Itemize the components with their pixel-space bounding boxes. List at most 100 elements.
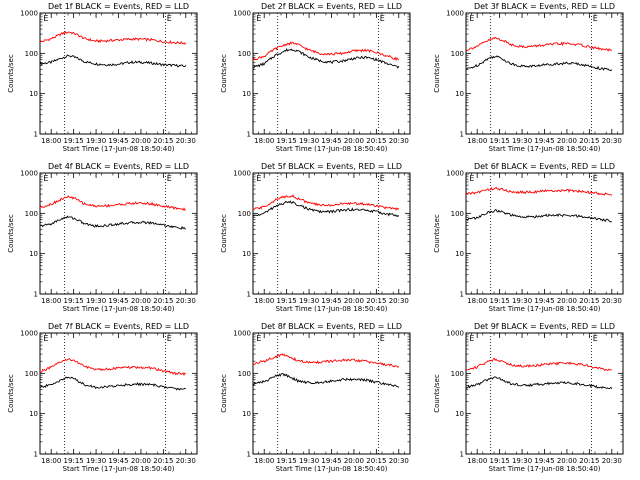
x-tick-label: 19:30 [86,457,106,465]
plot-frame [252,332,411,455]
interval-marker-label: E [167,14,172,23]
detector-panel: Det 6f BLACK = Events, RED = LLD 1 10 100 10… [433,162,624,313]
detector-panel: Det 4f BLACK = Events, RED = LLD 1 10 100 10… [7,162,198,313]
y-tick-label: 1000 [446,10,464,18]
x-tick-label: 20:30 [602,297,622,305]
y-tick-label: 100 [25,370,38,378]
x-tick-label: 19:30 [512,297,532,305]
detector-panel: Det 5f BLACK = Events, RED = LLD 1 10 100 10… [220,162,411,313]
detector-panel: Det 2f BLACK = Events, RED = LLD 1 10 100 10… [220,2,411,153]
plot-frame [252,172,411,295]
y-tick-label: 1000 [20,170,38,178]
x-tick-label: 18:00 [41,297,61,305]
x-tick-label: 20:15 [153,457,173,465]
panel-title: Det 9f BLACK = Events, RED = LLD [474,322,615,331]
x-tick-label: 20:30 [389,457,409,465]
x-tick-label: 19:30 [86,297,106,305]
x-tick-label: 18:00 [467,137,487,145]
y-axis-label: Counts/sec [7,374,15,413]
interval-marker-label: E [43,174,48,183]
lld-series-line [252,353,400,368]
lld-series-line [39,357,186,377]
x-tick-label: 19:45 [321,297,341,305]
x-tick-label: 20:00 [131,137,151,145]
x-tick-label: 19:45 [108,457,128,465]
interval-marker-label: E [380,334,385,343]
y-tick-label: 1 [34,451,38,459]
lld-series-line [252,194,400,211]
x-tick-label: 19:30 [299,137,319,145]
panel-title: Det 2f BLACK = Events, RED = LLD [261,2,402,11]
x-tick-label: 19:45 [534,297,554,305]
x-tick-label: 19:15 [490,137,510,145]
x-tick-label: 20:30 [176,457,196,465]
x-tick-label: 20:00 [131,457,151,465]
x-axis-label: Start Time (17-Jun-08 18:50:40) [63,145,175,153]
interval-marker-label: E [167,334,172,343]
x-tick-label: 20:30 [389,137,409,145]
x-axis-label: Start Time (17-Jun-08 18:50:40) [489,305,601,313]
y-axis-label: Counts/sec [220,374,228,413]
interval-marker-label: E [256,174,261,183]
x-tick-label: 18:00 [254,137,274,145]
y-tick-label: 1 [34,291,38,299]
y-tick-label: 1 [460,291,464,299]
y-tick-label: 10 [455,250,464,258]
x-tick-label: 20:15 [153,137,173,145]
x-tick-label: 20:00 [344,137,364,145]
x-tick-label: 19:45 [321,457,341,465]
events-series-line [465,209,612,223]
interval-marker-label: E [380,174,385,183]
panel-title: Det 5f BLACK = Events, RED = LLD [261,162,402,171]
x-tick-label: 20:00 [344,457,364,465]
x-tick-label: 19:30 [512,137,532,145]
x-tick-label: 20:15 [153,297,173,305]
x-axis-label: Start Time (17-Jun-08 18:50:40) [276,145,388,153]
lld-series-line [465,357,613,372]
y-tick-label: 100 [238,210,251,218]
x-tick-label: 19:15 [490,297,510,305]
interval-marker-label: E [469,174,474,183]
y-tick-label: 1 [247,291,251,299]
x-tick-label: 20:30 [602,457,622,465]
plot-frame [39,12,198,135]
y-axis-label: Counts/sec [7,54,15,93]
panel-title: Det 7f BLACK = Events, RED = LLD [48,322,189,331]
x-tick-label: 20:00 [131,297,151,305]
y-tick-label: 10 [242,410,251,418]
panel-title: Det 8f BLACK = Events, RED = LLD [261,322,402,331]
x-tick-label: 18:00 [467,457,487,465]
y-tick-label: 1000 [233,170,251,178]
x-tick-label: 19:15 [277,297,297,305]
interval-marker-label: E [469,334,474,343]
y-tick-label: 1000 [20,330,38,338]
y-tick-label: 1 [34,131,38,139]
x-tick-label: 20:15 [366,457,386,465]
y-tick-label: 1 [460,131,464,139]
interval-marker-label: E [43,14,48,23]
panel-title: Det 4f BLACK = Events, RED = LLD [48,162,189,171]
x-tick-label: 19:15 [277,457,297,465]
y-tick-label: 1000 [446,330,464,338]
y-tick-label: 10 [242,250,251,258]
x-tick-label: 20:30 [176,297,196,305]
plot-frame [465,332,624,455]
y-tick-label: 100 [451,210,464,218]
y-tick-label: 10 [455,90,464,98]
interval-marker-label: E [43,334,48,343]
y-tick-label: 100 [451,370,464,378]
plot-frame [465,12,624,135]
plot-frame [39,332,198,455]
y-tick-label: 10 [29,250,38,258]
x-tick-label: 18:00 [41,137,61,145]
x-axis-label: Start Time (17-Jun-08 18:50:40) [63,465,175,473]
lld-series-line [252,41,400,62]
events-series-line [253,373,400,388]
plot-frame [39,172,198,295]
x-tick-label: 19:30 [299,297,319,305]
y-tick-label: 100 [451,50,464,58]
detector-panel: Det 8f BLACK = Events, RED = LLD 1 10 100 10… [220,322,411,473]
x-axis-label: Start Time (17-Jun-08 18:50:40) [276,305,388,313]
x-tick-label: 20:00 [557,297,577,305]
